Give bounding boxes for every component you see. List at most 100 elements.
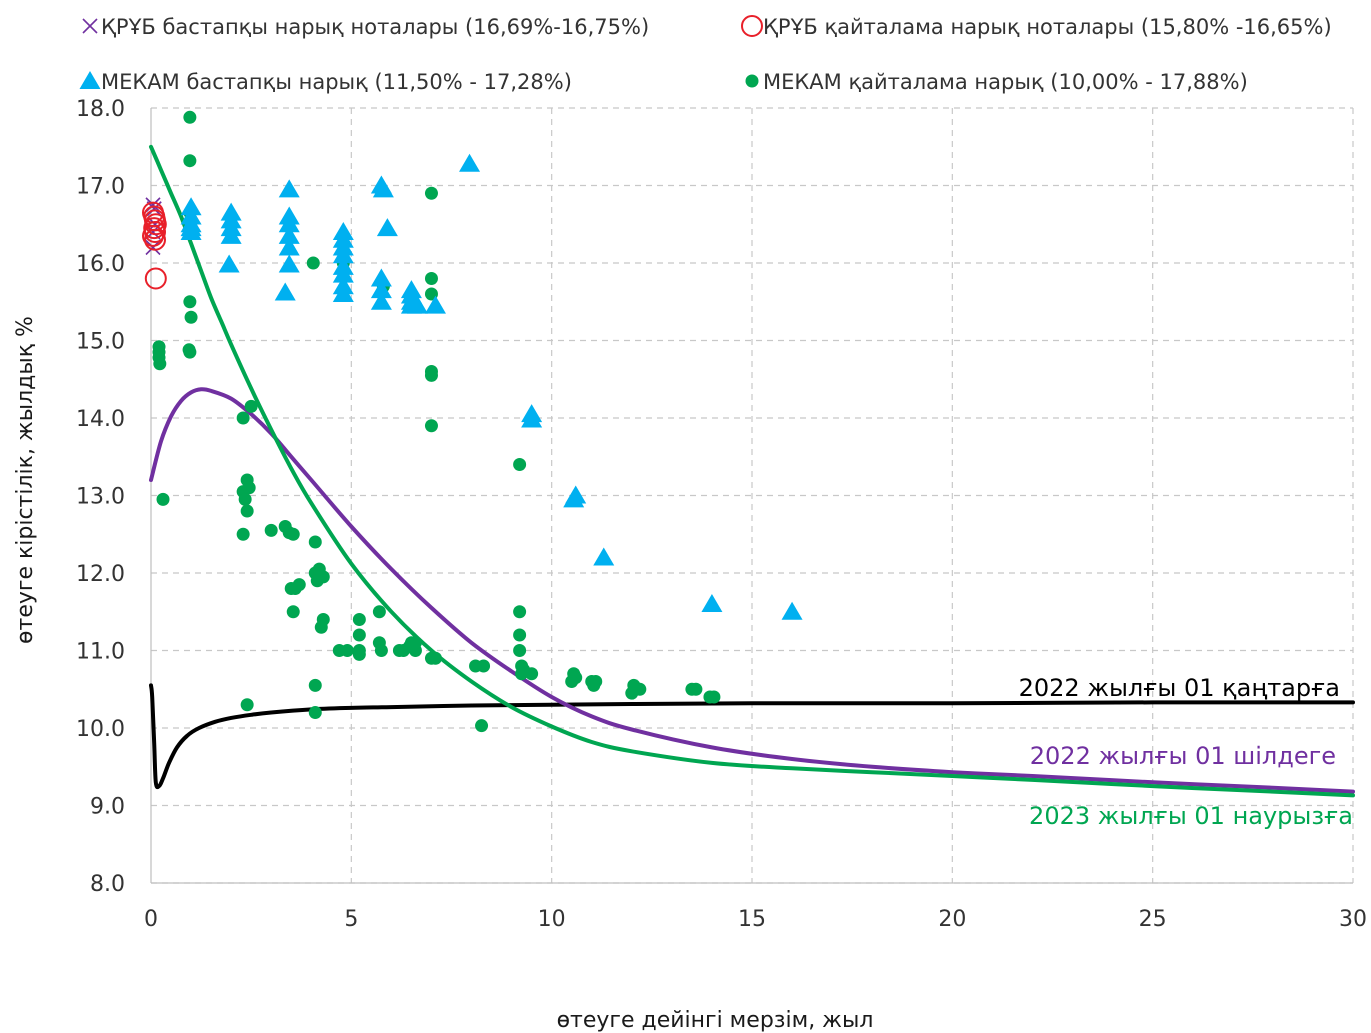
data-point-triangle [332,264,354,283]
x-tick-label: 25 [1139,907,1167,932]
data-point-triangle [180,197,202,216]
yield-curve-0 [149,683,1355,790]
data-point-dot [565,675,579,688]
data-point-dot [340,644,354,657]
y-tick-label: 11.0 [76,640,125,665]
data-point-dot [428,651,442,665]
data-point-triangle [278,254,300,273]
legend-marker [741,15,763,37]
data-point-circle-open [142,224,165,247]
legend: ҚРҰБ бастапқы нарық ноталары (16,69%-16,… [79,15,1332,94]
data-point-triangle [278,179,300,198]
data-point-dot [475,719,489,733]
data-point-triangle [701,594,723,612]
data-point-dot [183,295,197,309]
data-point-triangle [218,254,240,273]
y-tick-label: 16.0 [76,252,125,277]
y-tick-label: 15.0 [76,330,125,355]
data-point-dot [513,628,527,642]
x-tick-label: 0 [144,907,158,932]
y-tick-label: 10.0 [76,717,125,742]
x-stroke [82,18,98,34]
legend-item-nbrk-secondary: ҚРҰБ қайталама нарық ноталары (15,80% -1… [741,15,1332,39]
data-point-dot [513,605,527,619]
data-point-triangle [459,153,481,172]
data-point-dot [625,686,639,700]
x-tick-label: 15 [738,907,766,932]
data-point-dot [308,678,322,692]
data-point-circle-open [144,228,167,251]
triangle-marker-icon [79,71,101,89]
x-stroke [145,239,161,256]
y-tick-label: 14.0 [76,407,125,432]
legend-label: МЕКАМ бастапқы нарық (11,50% - 17,28%) [101,70,572,94]
y-axis-title: өтеуге кірістілік, жылдық % [13,316,38,644]
yield-curve-1 [149,387,1355,794]
data-point-triangle [593,547,615,566]
y-tick-label: 9.0 [90,795,125,820]
data-point-dot [707,690,721,704]
data-point-circle-open [144,221,167,243]
data-point-dot [184,310,198,324]
data-point-dot [352,628,366,642]
y-tick-label: 13.0 [76,485,125,510]
data-point-dot [183,154,197,168]
legend-marker [745,74,759,88]
data-point-dot [240,698,254,712]
data-point-triangle [424,295,446,314]
data-point-dot [308,706,322,719]
data-point-dot [424,272,438,285]
data-point-dot [306,256,320,270]
data-point-dot [284,582,298,595]
data-point-dot [374,644,388,657]
legend-label: ҚРҰБ қайталама нарық ноталары (15,80% -1… [763,15,1332,39]
x-marker-icon [82,18,98,34]
data-point-triangle [332,284,354,302]
data-point-triangle [180,222,202,240]
data-point-x [145,239,161,256]
data-point-dot [236,527,250,541]
data-point-dot [477,659,491,673]
data-point-dot [372,605,386,619]
data-point-circle-open [144,267,167,290]
data-point-dot [424,368,438,382]
data-point-dot [310,574,324,588]
x-tick-label: 30 [1339,907,1367,932]
data-point-dot [424,186,438,200]
data-point-dot [183,345,197,359]
data-point-dot [314,620,328,634]
data-point-dot [183,110,197,124]
x-tick-label: 20 [938,907,966,932]
legend-marker [82,18,98,34]
data-point-dot [408,636,422,650]
data-point-triangle [332,245,354,264]
data-point-dot [240,504,254,518]
x-axis-title: өтеуге дейінгі мерзім, жыл [557,1008,874,1033]
data-point-dot [587,678,601,692]
y-tick-label: 8.0 [90,872,125,897]
data-point-dot [513,644,527,657]
x-tick-label: 5 [344,907,358,932]
data-point-dot [424,419,438,433]
data-point-triangle [278,214,300,233]
y-tick-label: 17.0 [76,175,125,200]
data-point-dot [308,535,322,549]
data-point-dot [244,399,258,413]
data-point-triangle [370,280,392,299]
data-point-triangle [781,601,803,620]
data-point-triangle [563,489,585,508]
data-point-triangle [220,225,242,244]
legend-item-nbrk-primary: ҚРҰБ бастапқы нарық ноталары (16,69%-16,… [82,15,649,39]
curve-label-jan-2022: 2022 жылғы 01 қаңтарға [1019,674,1340,702]
data-point-triangle [521,409,543,428]
data-point-dot [286,605,300,619]
yield-curves [149,144,1355,798]
yield-curve-2 [149,144,1355,798]
data-point-triangle [278,237,300,256]
data-point-triangle [370,268,392,287]
y-tick-label: 18.0 [76,97,125,122]
data-point-dot [153,357,167,371]
data-point-dot [513,458,527,471]
data-point-dot [238,492,252,506]
